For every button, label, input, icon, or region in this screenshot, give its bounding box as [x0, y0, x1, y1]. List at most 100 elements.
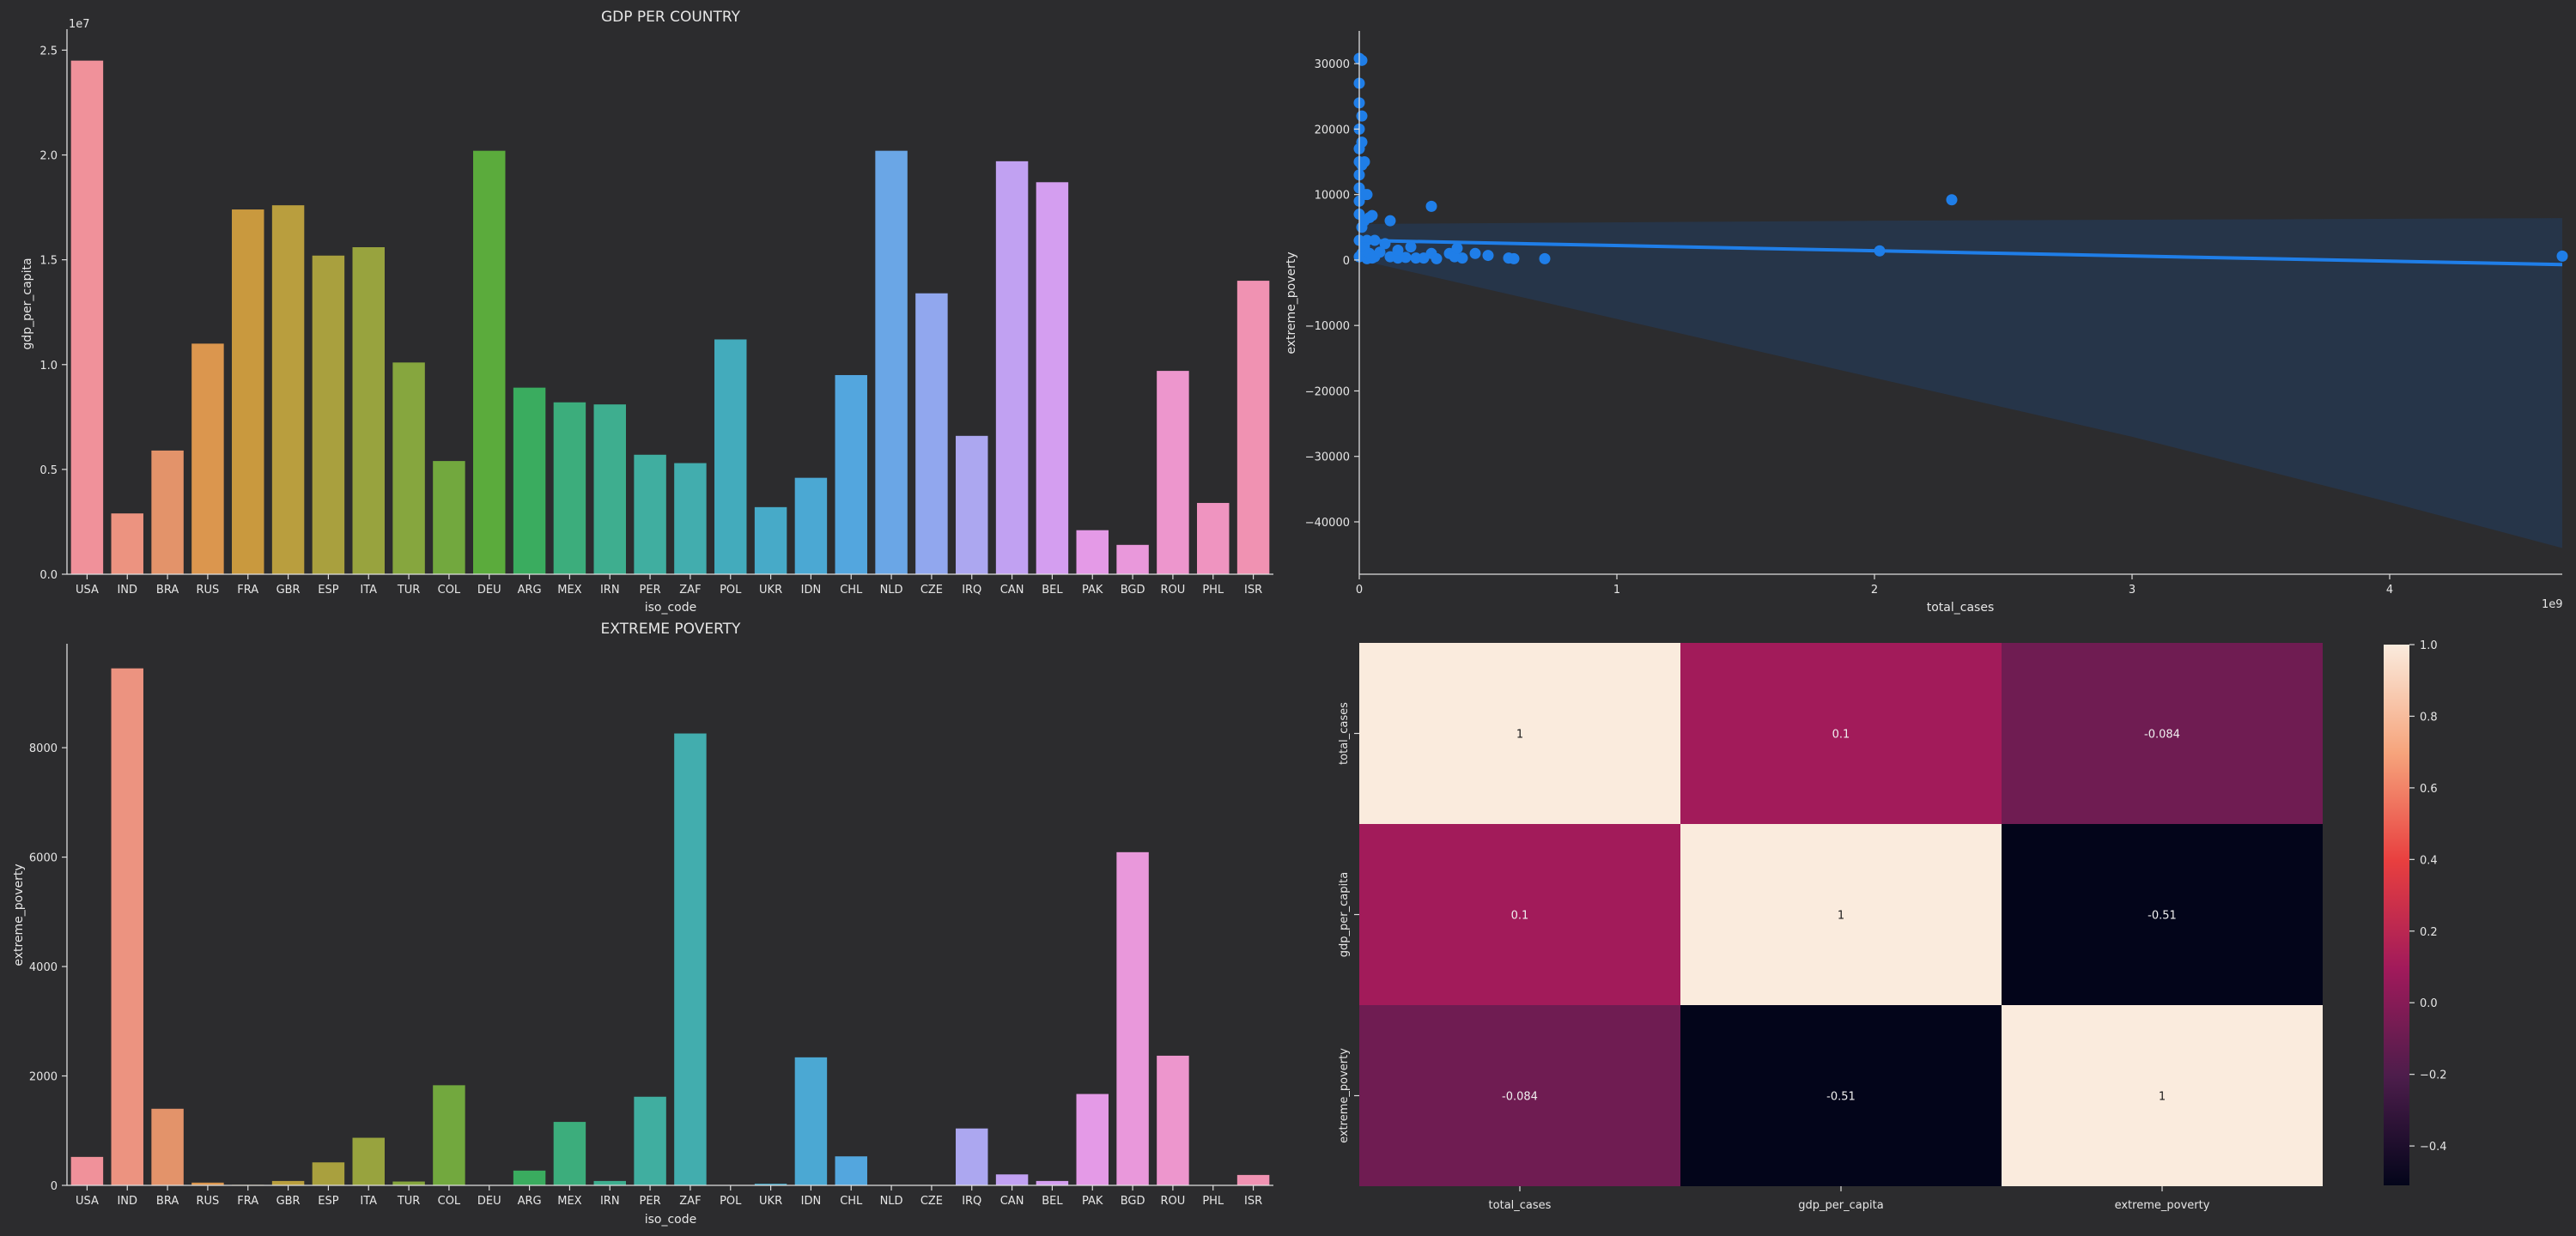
poverty-bar-gbr	[271, 1180, 305, 1185]
heatmap-cell-label: 1	[2159, 1091, 2166, 1104]
poverty-x-tick-label: ZAF	[679, 1195, 701, 1208]
poverty-bar-per	[634, 1096, 666, 1185]
gdp-bar-can	[995, 161, 1029, 574]
scatter-point	[1946, 194, 1958, 206]
poverty-bar-ita	[352, 1137, 385, 1185]
heatmap-cell-label: -0.084	[1502, 1091, 1538, 1104]
poverty-x-tick-label: CZE	[920, 1195, 943, 1208]
gdp-x-tick-label: PER	[640, 584, 661, 597]
poverty-x-tick-label: FRA	[237, 1195, 258, 1208]
gdp-bar-fra	[232, 209, 264, 575]
gdp-bar-deu	[473, 150, 506, 574]
gdp-bar-idn	[794, 477, 828, 574]
heatmap-cell	[2002, 1005, 2323, 1186]
gdp-bar-zaf	[674, 463, 707, 574]
heatmap-cell-label: 0.1	[1511, 910, 1529, 923]
gdp-bar-nld	[875, 150, 908, 574]
gdp-y-tick-label: 1.0	[39, 360, 58, 373]
scatter-point	[1425, 200, 1437, 212]
heatmap-cell	[1680, 824, 2002, 1005]
poverty-bar-bra	[151, 1108, 184, 1185]
poverty-x-tick-label: CHL	[840, 1195, 863, 1208]
gdp-x-tick-label: COL	[438, 584, 461, 597]
gdp-offset-label: 1e7	[69, 18, 90, 31]
scatter-y-tick-label: 20000	[1315, 124, 1350, 136]
poverty-x-tick-label: DEU	[477, 1195, 501, 1208]
gdp-x-tick-label: DEU	[477, 584, 501, 597]
poverty-bar-ukr	[754, 1184, 787, 1185]
poverty-x-tick-label: IDN	[801, 1195, 822, 1208]
scatter-regression-chart: 1e9 total_cases extreme_poverty 0 1 2 3 4 −40…	[1285, 31, 2568, 615]
gdp-x-tick-label: MEX	[557, 584, 581, 597]
gdp-bar-arg	[513, 387, 546, 574]
poverty-bar-bel	[1036, 1180, 1069, 1185]
gdp-y-axis-label: gdp_per_capita	[21, 258, 34, 349]
gdp-x-tick-label: ARG	[518, 584, 542, 597]
poverty-x-tick-label: UKR	[759, 1195, 782, 1208]
heatmap-cell	[2002, 643, 2323, 824]
scatter-point	[1358, 156, 1370, 168]
colorbar-tick-label: 0.2	[2420, 926, 2438, 939]
heatmap-cell-label: 1	[1516, 729, 1523, 742]
scatter-offset-label: 1e9	[2542, 598, 2563, 611]
gdp-x-tick-label: PHL	[1202, 584, 1224, 597]
heatmap-cell-label: -0.084	[2144, 729, 2180, 742]
gdp-bar-per	[634, 454, 666, 574]
scatter-x-tick-label: 1	[1613, 584, 1620, 597]
gdp-x-tick-label: ESP	[318, 584, 338, 597]
gdp-bar-ind	[111, 513, 143, 574]
colorbar-tick-label: 0.4	[2420, 854, 2438, 867]
poverty-x-tick-label: BRA	[156, 1195, 179, 1208]
gdp-x-tick-label: IRQ	[962, 584, 981, 597]
gdp-x-tick-label: IDN	[801, 584, 822, 597]
poverty-x-tick-label: USA	[76, 1195, 99, 1208]
poverty-x-tick-label: IRQ	[962, 1195, 981, 1208]
poverty-bar-rou	[1157, 1055, 1189, 1185]
poverty-x-tick-label: NLD	[880, 1195, 903, 1208]
gdp-x-tick-label: POL	[720, 584, 742, 597]
poverty-y-tick-label: 0	[51, 1180, 58, 1193]
scatter-point	[1482, 250, 1494, 262]
poverty-y-tick-label: 4000	[29, 961, 58, 974]
scatter-point	[2556, 250, 2568, 262]
scatter-point	[1451, 242, 1463, 254]
gdp-bar-ita	[352, 247, 385, 574]
gdp-bar-isr	[1236, 281, 1270, 574]
gdp-bar-esp	[312, 255, 345, 574]
gdp-bar-irq	[956, 435, 988, 574]
poverty-x-tick-label: TUR	[397, 1195, 421, 1208]
gdp-chart-title: GDP PER COUNTRY	[601, 9, 741, 26]
gdp-x-tick-label: CAN	[1000, 584, 1024, 597]
scatter-point	[1405, 241, 1417, 253]
gdp-bar-col	[433, 461, 465, 574]
poverty-x-tick-label: ESP	[318, 1195, 338, 1208]
poverty-y-tick-label: 6000	[29, 852, 58, 865]
poverty-x-tick-label: CAN	[1000, 1195, 1024, 1208]
heatmap-cell	[1680, 1005, 2002, 1186]
poverty-x-tick-label: COL	[438, 1195, 461, 1208]
poverty-x-tick-label: BEL	[1042, 1195, 1063, 1208]
poverty-x-tick-label: IND	[117, 1195, 137, 1208]
poverty-bar-idn	[794, 1057, 828, 1185]
colorbar	[2384, 645, 2409, 1185]
gdp-x-tick-label: TUR	[397, 584, 421, 597]
scatter-point	[1392, 244, 1404, 256]
heatmap-cell-label: -0.51	[2148, 910, 2177, 923]
colorbar-tick-label: 0.0	[2420, 997, 2438, 1010]
poverty-bar-zaf	[674, 733, 707, 1185]
correlation-heatmap: 1 0.1 -0.084 0.1 1 -0.51 -0.084 -0.51 1 total_cas…	[1338, 639, 2447, 1212]
poverty-x-tick-label: MEX	[557, 1195, 581, 1208]
poverty-bar-mex	[553, 1122, 586, 1185]
gdp-bar-mex	[553, 402, 586, 574]
scatter-point	[1361, 189, 1373, 201]
poverty-x-tick-label: ITA	[360, 1195, 377, 1208]
gdp-y-tick-label: 1.5	[39, 255, 58, 268]
gdp-x-tick-label: BEL	[1042, 584, 1063, 597]
heatmap-cell	[2002, 824, 2323, 1005]
poverty-x-tick-label: PHL	[1202, 1195, 1224, 1208]
scatter-point	[1356, 110, 1368, 122]
scatter-y-tick-label: −20000	[1305, 385, 1350, 398]
gdp-x-tick-label: ROU	[1161, 584, 1186, 597]
gdp-x-tick-label: NLD	[880, 584, 903, 597]
gdp-bar-phl	[1197, 502, 1230, 574]
